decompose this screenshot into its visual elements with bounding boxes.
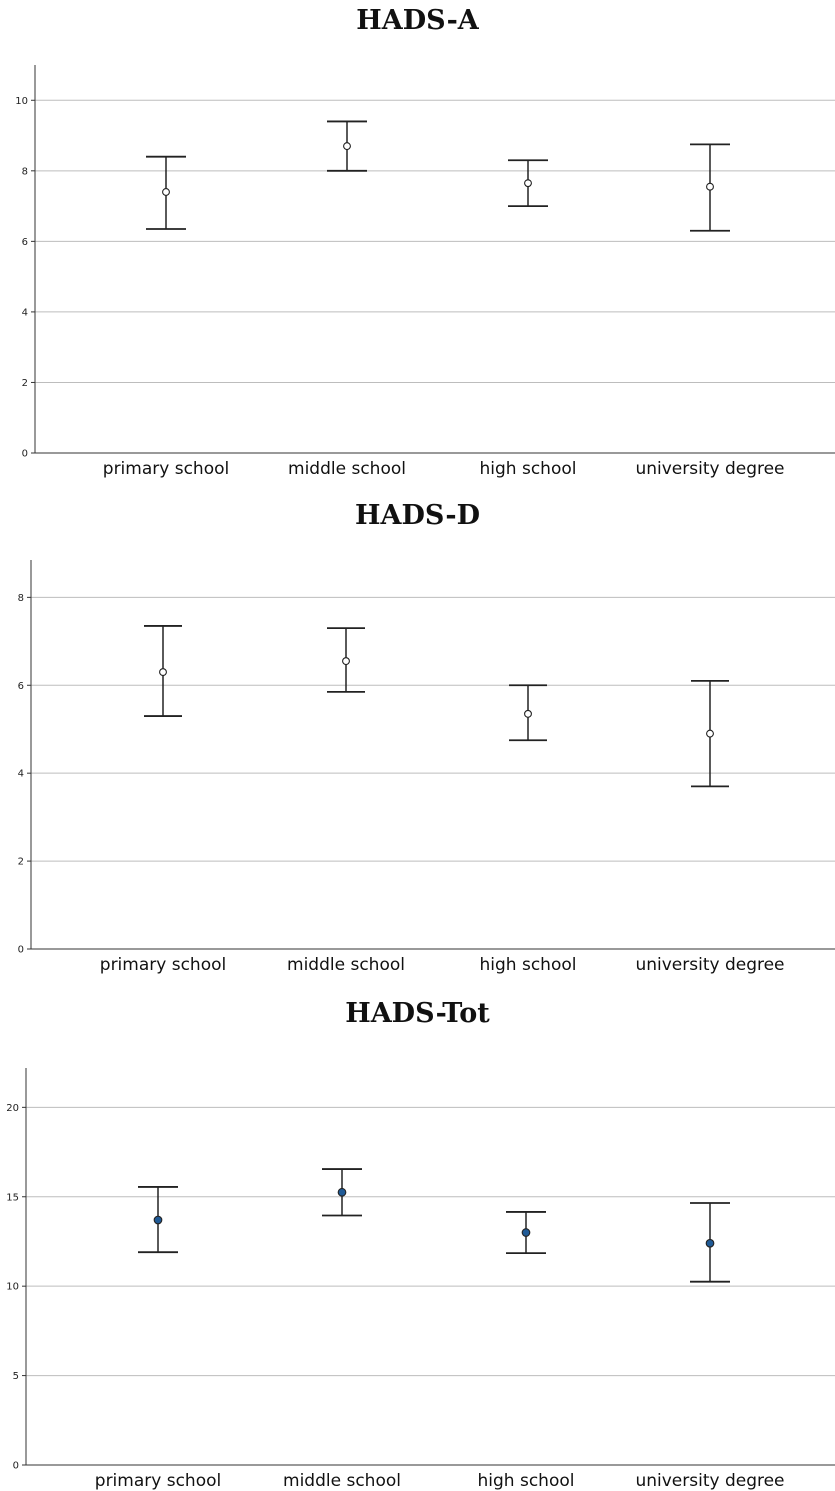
mean-marker (337, 1187, 347, 1197)
x-category-label: primary school (95, 1471, 221, 1491)
y-tick-label: 0 (22, 449, 28, 460)
mean-marker (343, 142, 351, 151)
y-tick-label: 10 (6, 1282, 19, 1293)
y-tick-label: 20 (6, 1103, 19, 1114)
x-category-label: high school (480, 459, 577, 479)
mean-marker (162, 188, 170, 196)
chart-title-hads-tot: HADS-Tot (345, 998, 490, 1029)
mean-marker (521, 1228, 531, 1237)
x-category-label: university degree (635, 955, 784, 975)
y-tick-label: 2 (22, 378, 28, 389)
y-tick-label: 4 (18, 769, 24, 780)
x-category-label: university degree (635, 1471, 784, 1491)
hads-a-error-bar-chart: 0 2 4 6 8 10 primary school middle school high s… (15, 65, 835, 479)
x-category-label: middle school (287, 955, 405, 975)
y-tick-label: 10 (15, 96, 28, 107)
mean-marker (524, 179, 532, 188)
x-category-label: primary school (103, 459, 229, 479)
chart-title-hads-a: HADS-A (356, 5, 479, 36)
x-category-label: middle school (288, 459, 406, 479)
hads-d-error-bar-chart: 0 2 4 6 8 primary school middle school high sch… (18, 560, 835, 975)
y-tick-label: 6 (18, 681, 24, 692)
y-tick-label: 4 (22, 307, 28, 318)
y-tick-label: 0 (13, 1461, 19, 1472)
y-tick-label: 5 (13, 1371, 19, 1382)
y-tick-label: 15 (6, 1192, 19, 1203)
mean-marker (153, 1215, 163, 1225)
y-tick-label: 2 (18, 857, 24, 868)
y-tick-label: 6 (22, 237, 28, 248)
mean-marker (342, 657, 350, 666)
chart-title-hads-d: HADS-D (355, 500, 480, 531)
x-category-label: middle school (283, 1471, 401, 1491)
x-category-label: high school (480, 955, 577, 975)
mean-marker (706, 182, 714, 191)
mean-marker (159, 668, 167, 677)
x-category-label: primary school (100, 955, 226, 975)
y-tick-label: 8 (22, 166, 28, 177)
x-category-label: high school (478, 1471, 575, 1491)
y-tick-label: 0 (18, 945, 24, 956)
y-tick-label: 8 (18, 593, 24, 604)
mean-marker (705, 1238, 715, 1248)
mean-marker (524, 709, 532, 718)
x-category-label: university degree (635, 459, 784, 479)
mean-marker (706, 729, 714, 738)
